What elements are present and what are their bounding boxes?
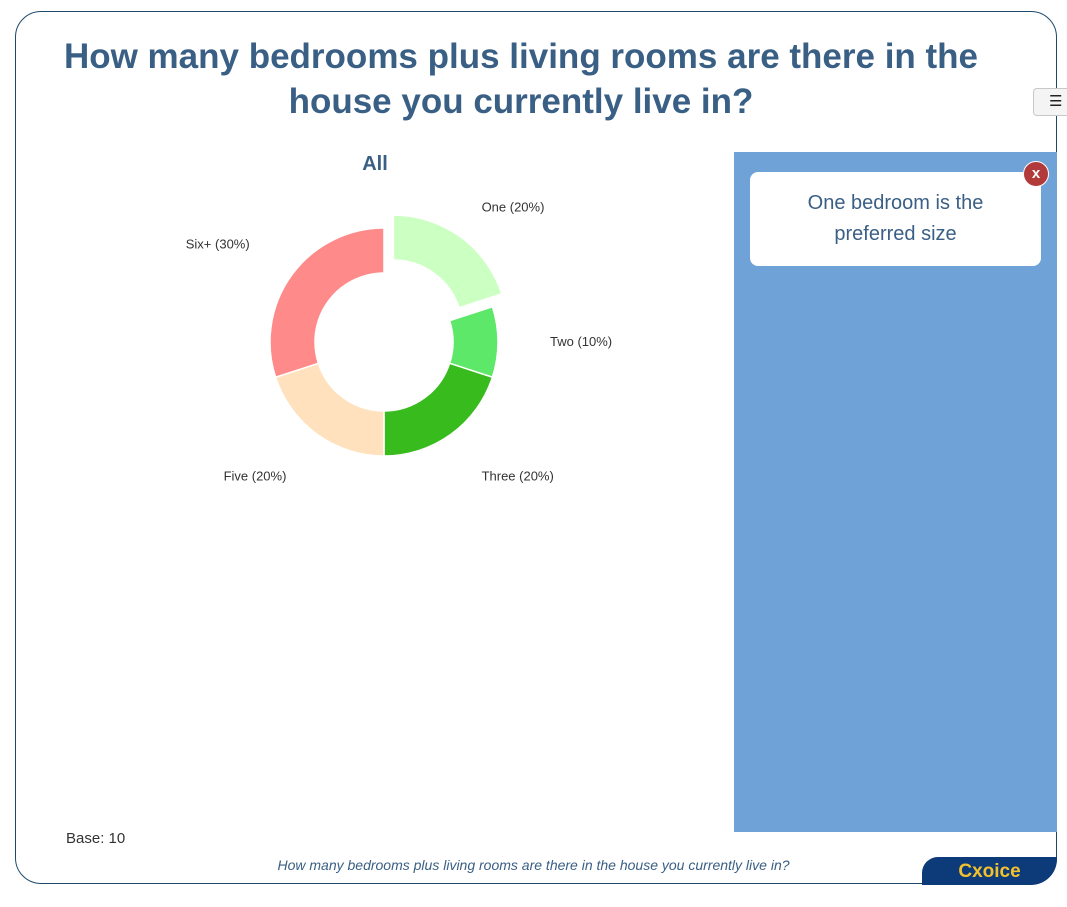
brand-logo: Cxoice xyxy=(922,857,1057,885)
slice-six[interactable] xyxy=(269,227,385,379)
slice-label-one: One (20%) xyxy=(482,200,545,215)
insight-panel: One bedroom is the preferred size x xyxy=(734,152,1057,832)
close-insight-button[interactable]: x xyxy=(1023,161,1049,187)
insight-text: One bedroom is the preferred size xyxy=(807,192,984,245)
page-title: How many bedrooms plus living rooms are … xyxy=(63,37,979,121)
slice-label-five: Five (20%) xyxy=(224,468,287,483)
slice-label-six: Six+ (30%) xyxy=(186,236,250,251)
question-footnote: How many bedrooms plus living rooms are … xyxy=(277,857,790,873)
menu-button[interactable]: ☰ xyxy=(1033,88,1067,116)
slice-five[interactable] xyxy=(274,362,385,457)
base-count: Base: 10 xyxy=(66,830,126,847)
donut-chart-svg: All One (20%) Two (10%) Three (20%) Five (2… xyxy=(186,153,612,483)
slice-three[interactable] xyxy=(383,362,494,457)
slice-label-three: Three (20%) xyxy=(482,468,554,483)
insight-card: One bedroom is the preferred size xyxy=(750,172,1041,266)
close-icon: x xyxy=(1031,165,1041,182)
chart-title: All xyxy=(362,153,388,175)
hamburger-icon: ☰ xyxy=(1049,93,1063,110)
slice-label-two: Two (10%) xyxy=(550,334,612,349)
slice-one[interactable] xyxy=(392,214,503,309)
